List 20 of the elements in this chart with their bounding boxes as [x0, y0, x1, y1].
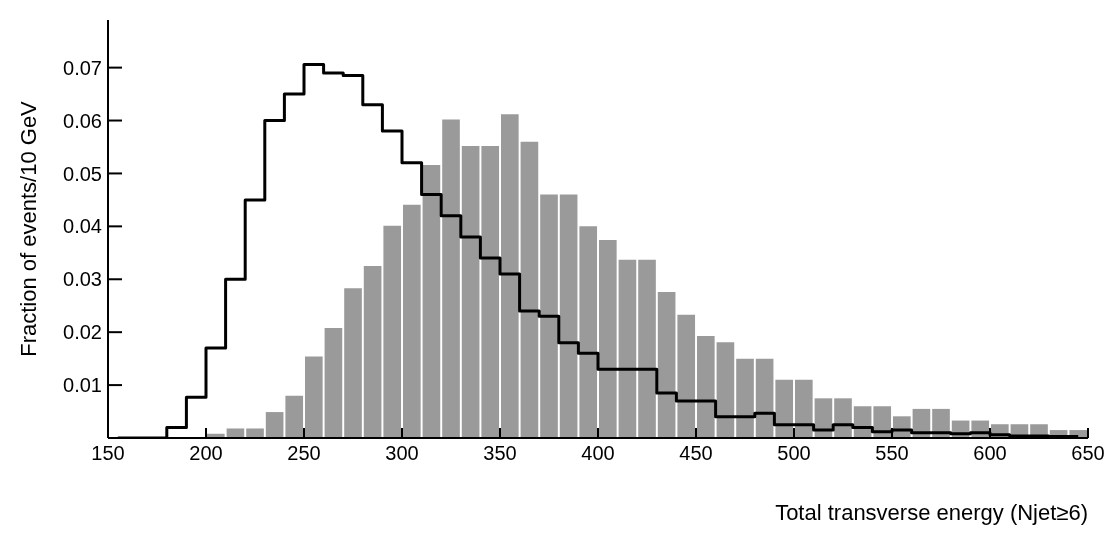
x-tick-label: 450 — [679, 442, 713, 465]
y-tick-label: 0.03 — [63, 268, 102, 291]
x-tick-label: 600 — [973, 442, 1007, 465]
y-tick-label: 0.07 — [63, 56, 102, 79]
x-tick-label: 400 — [581, 442, 615, 465]
y-tick-label: 0.01 — [63, 374, 102, 397]
y-tick-label: 0.05 — [63, 162, 102, 185]
x-tick-label: 300 — [385, 442, 419, 465]
x-axis-title: Total transverse energy (Njet≥6) — [775, 500, 1088, 525]
x-tick-label: 250 — [287, 442, 321, 465]
y-tick-label: 0.04 — [63, 215, 102, 238]
x-tick-label: 150 — [91, 442, 125, 465]
y-axis-title: Fraction of events/10 GeV — [15, 100, 41, 357]
x-tick-label: 550 — [875, 442, 909, 465]
y-tick-label: 0.06 — [63, 109, 102, 132]
x-tick-label: 650 — [1071, 442, 1105, 465]
x-tick-label: 500 — [777, 442, 811, 465]
x-tick-label: 200 — [189, 442, 223, 465]
x-tick-label: 350 — [483, 442, 517, 465]
y-tick-label: 0.02 — [63, 321, 102, 344]
